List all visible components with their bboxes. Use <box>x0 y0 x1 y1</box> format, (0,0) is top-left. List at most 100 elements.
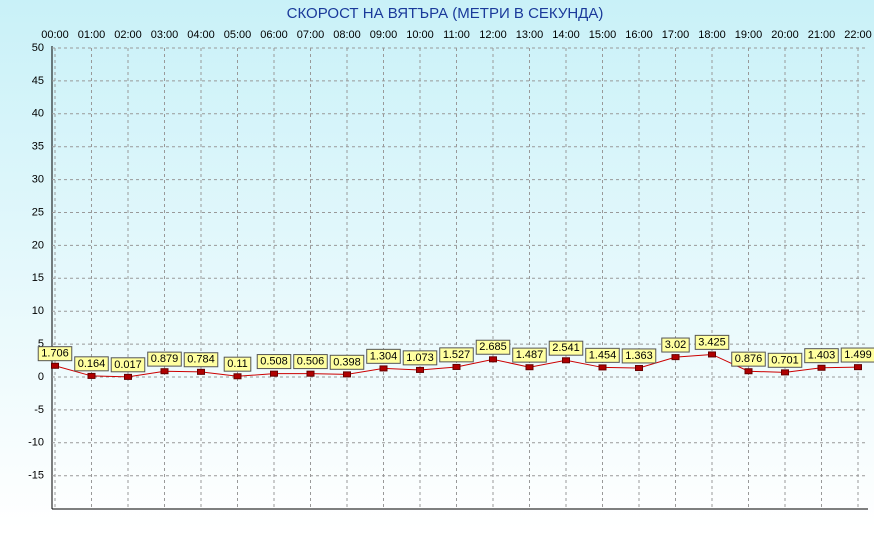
x-tick-label: 21:00 <box>808 29 836 41</box>
value-label-box <box>293 354 328 370</box>
x-tick-label: 22:00 <box>844 29 872 41</box>
y-tick-label: 25 <box>32 206 44 218</box>
y-tick-label: 10 <box>32 305 44 317</box>
marker <box>416 366 424 373</box>
x-tick-label: 16:00 <box>625 29 653 41</box>
marker <box>197 368 205 375</box>
x-tick-label: 05:00 <box>224 29 252 41</box>
value-label-box <box>439 347 474 363</box>
value-label-box <box>694 334 730 350</box>
y-tick-label: 40 <box>32 108 44 120</box>
marker <box>817 364 826 371</box>
value-label-box <box>475 339 511 355</box>
marker <box>671 354 680 361</box>
x-tick-label: 12:00 <box>479 29 507 41</box>
y-tick-label: 0 <box>38 371 44 383</box>
value-label: 1.454 <box>589 349 617 361</box>
x-tick-label: 15:00 <box>589 29 617 41</box>
y-tick-label: 35 <box>32 141 44 153</box>
x-tick-label: 08:00 <box>333 29 361 41</box>
x-tick-label: 06:00 <box>260 29 288 41</box>
value-label: 3.425 <box>698 336 726 348</box>
value-label: 0.11 <box>227 358 248 370</box>
marker <box>306 370 315 377</box>
marker <box>598 364 607 371</box>
x-tick-label: 07:00 <box>297 29 325 41</box>
value-label-box <box>183 352 219 368</box>
marker <box>562 357 570 364</box>
y-tick-label: 30 <box>32 174 44 186</box>
chart-title: СКОРОСТ НА ВЯТЪРА (МЕТРИ В СЕКУНДА) <box>287 5 604 22</box>
value-label: 1.706 <box>41 348 69 360</box>
value-label: 1.527 <box>443 349 471 361</box>
x-tick-label: 20:00 <box>771 29 799 41</box>
marker <box>452 363 461 370</box>
x-tick-label: 14:00 <box>552 29 580 41</box>
marker <box>87 372 96 379</box>
value-label-box <box>585 347 620 363</box>
value-label-box <box>512 347 547 363</box>
x-tick-label: 01:00 <box>78 29 106 41</box>
value-label-box <box>621 348 657 364</box>
marker <box>781 369 789 376</box>
value-label-box <box>548 340 584 356</box>
value-label: 0.506 <box>297 356 325 368</box>
marker <box>744 368 753 375</box>
value-label: 0.784 <box>187 354 215 366</box>
marker <box>708 351 716 358</box>
value-label-box <box>329 354 365 370</box>
value-label: 0.398 <box>333 356 361 368</box>
marker <box>379 365 388 372</box>
x-tick-label: 17:00 <box>662 29 690 41</box>
value-label: 1.487 <box>516 349 544 361</box>
value-label: 2.541 <box>552 342 580 354</box>
value-label: 0.701 <box>771 354 799 366</box>
x-tick-label: 19:00 <box>735 29 763 41</box>
value-label-box <box>840 347 874 363</box>
value-label-box <box>223 356 252 372</box>
marker <box>525 364 534 371</box>
value-label: 0.876 <box>735 353 763 365</box>
y-tick-label: -15 <box>28 470 44 482</box>
value-label: 1.304 <box>370 350 398 362</box>
x-tick-label: 11:00 <box>443 29 470 41</box>
x-tick-label: 00:00 <box>41 29 69 41</box>
x-tick-label: 10:00 <box>406 29 434 41</box>
marker <box>270 370 278 377</box>
marker <box>233 373 242 380</box>
marker <box>635 365 643 372</box>
value-label: 1.363 <box>625 350 653 362</box>
value-label-box <box>731 351 766 367</box>
x-tick-label: 04:00 <box>187 29 215 41</box>
value-label: 0.879 <box>151 353 179 365</box>
marker <box>854 364 862 371</box>
value-label-box <box>767 352 803 368</box>
y-tick-label: 15 <box>32 272 44 284</box>
value-label-box <box>74 356 109 372</box>
value-label: 0.508 <box>260 356 288 368</box>
y-tick-label: 50 <box>32 42 44 54</box>
value-label: 1.403 <box>808 350 836 362</box>
x-tick-label: 18:00 <box>698 29 726 41</box>
x-tick-label: 09:00 <box>370 29 398 41</box>
y-tick-label: 45 <box>32 75 44 87</box>
value-label: 1.073 <box>406 352 434 364</box>
y-tick-label: -5 <box>34 404 44 416</box>
value-label: 3.02 <box>665 339 686 351</box>
value-label: 0.017 <box>114 359 142 371</box>
value-label-box <box>366 348 401 364</box>
value-label-box <box>110 357 146 373</box>
value-label-box <box>147 351 182 367</box>
value-label-box <box>661 337 690 353</box>
y-tick-label: -10 <box>28 437 44 449</box>
marker <box>343 371 351 378</box>
marker <box>489 356 497 363</box>
x-tick-label: 03:00 <box>151 29 179 41</box>
y-tick-label: 20 <box>32 239 44 251</box>
value-label-box <box>804 348 839 364</box>
marker <box>124 373 132 380</box>
x-tick-label: 13:00 <box>516 29 544 41</box>
value-label-box <box>37 346 73 362</box>
